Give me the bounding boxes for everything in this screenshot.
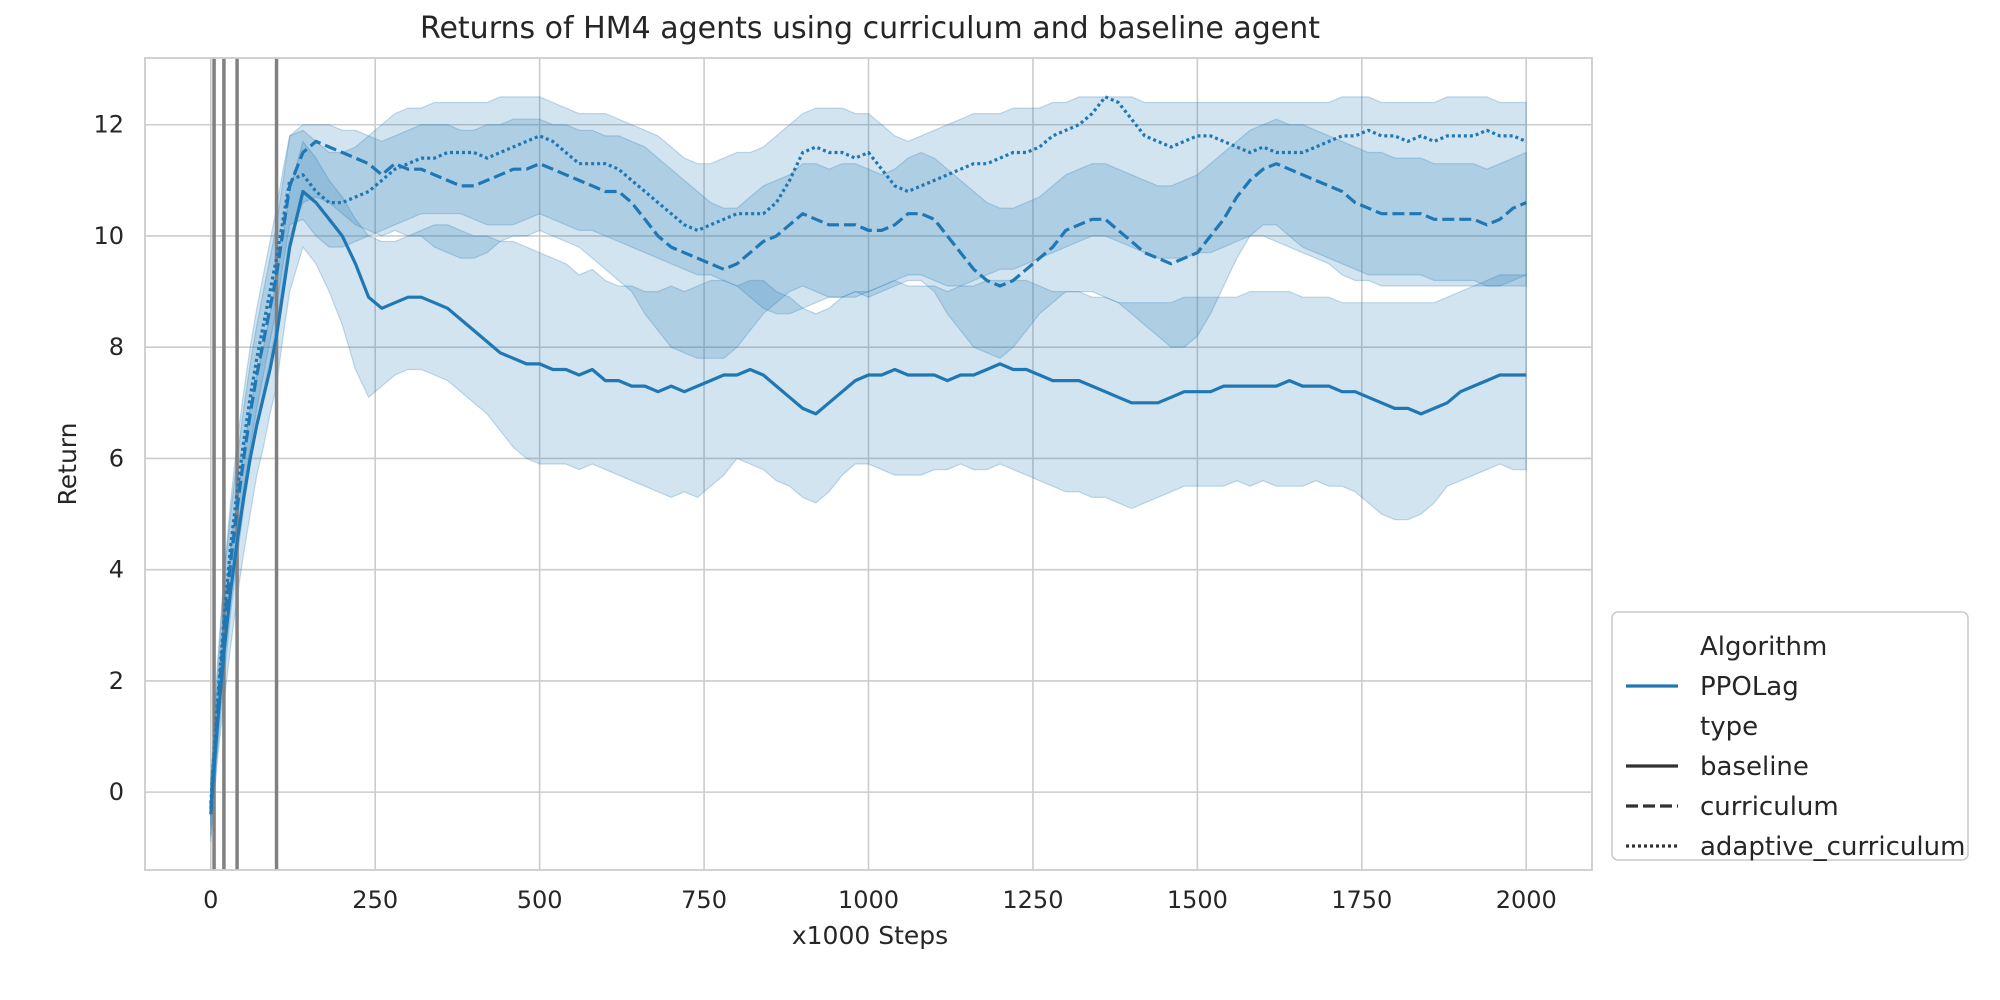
confidence-band-baseline (210, 140, 1527, 837)
x-tick-label: 750 (681, 886, 727, 914)
legend: Algorithm PPOLag type baseline curriculum ada… (1611, 611, 1969, 862)
y-tick-label: 12 (93, 111, 124, 139)
legend-group-title: type (1700, 712, 1758, 742)
series-line-curriculum (209, 139, 1527, 815)
series-line-baseline (209, 189, 1527, 809)
y-tick-label: 4 (109, 556, 124, 584)
legend-entry-label: baseline (1700, 752, 1809, 782)
x-tick-label: 250 (352, 886, 398, 914)
legend-group-title: Algorithm (1700, 632, 1827, 662)
confidence-band-adaptive_curriculum (210, 96, 1527, 826)
plot-frame (144, 57, 1593, 871)
x-tick-label: 500 (517, 886, 563, 914)
legend-entry-label: curriculum (1700, 792, 1839, 822)
y-tick-label: 6 (109, 444, 124, 472)
x-tick-label: 1000 (838, 886, 899, 914)
legend-entry-label: adaptive_curriculum (1700, 832, 1965, 862)
x-axis-label: x1000 Steps (792, 921, 948, 950)
legend-entry-label: PPOLag (1700, 672, 1799, 702)
x-tick-label: 1250 (1002, 886, 1063, 914)
x-tick-label: 0 (203, 886, 218, 914)
y-axis-label: Return (53, 423, 82, 506)
chart-title: Returns of HM4 agents using curriculum a… (420, 11, 1320, 46)
x-tick-label: 1750 (1331, 886, 1392, 914)
y-tick-label: 10 (93, 222, 124, 250)
x-tick-label: 2000 (1496, 886, 1557, 914)
legend-box (1611, 611, 1969, 861)
plot-area: 0 250 500 750 1000 1250 1500 1750 2000 0 2 4 6 8 10 12 (93, 57, 1593, 914)
series-line-adaptive_curriculum (209, 95, 1527, 804)
y-tick-label: 2 (109, 667, 124, 695)
y-tick-label: 8 (109, 333, 124, 361)
confidence-band-curriculum (210, 118, 1527, 843)
x-tick-label: 1500 (1167, 886, 1228, 914)
y-tick-label: 0 (109, 778, 124, 806)
